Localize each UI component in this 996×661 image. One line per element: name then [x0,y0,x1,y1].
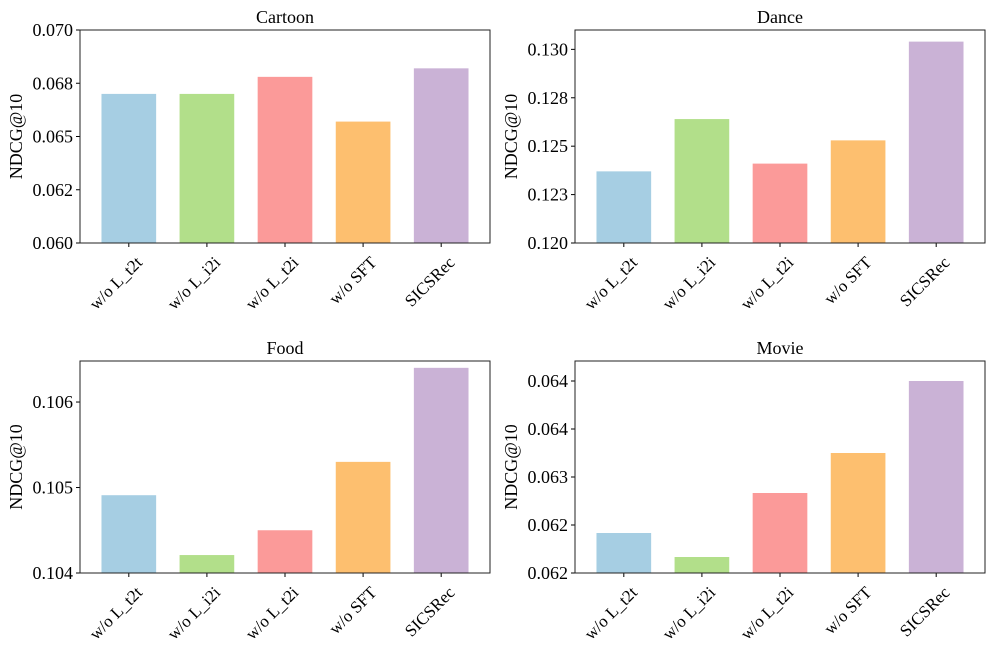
y-tick-label: 0.105 [33,478,74,498]
y-tick-label: 0.128 [528,88,569,108]
y-tick-label: 0.106 [33,392,74,412]
x-tick-label: w/o L_t2i [242,253,303,314]
y-tick-label: 0.064 [528,371,569,391]
axes-frame [574,360,986,574]
x-tick-label: w/o SFT [325,582,381,638]
x-tick-label: w/o L_t2t [86,253,147,314]
x-tick-label: SICSRec [896,583,954,641]
axes-frame [79,360,491,574]
y-tick-label: 0.123 [528,185,569,205]
bar [101,93,157,244]
y-tick-label: 0.063 [528,467,569,487]
y-axis-label: NDCG@10 [6,94,26,180]
x-tick-label: w/o SFT [820,252,876,308]
bar [257,530,313,573]
x-tick-label: w/o SFT [325,252,381,308]
bar [335,461,391,573]
x-tick-label: w/o L_t2i [737,253,798,314]
bar [179,93,235,244]
subplot-title: Food [266,338,303,358]
x-tick-label: SICSRec [401,583,459,641]
y-axis-label: NDCG@10 [501,424,521,510]
y-tick-label: 0.065 [33,127,74,147]
bar [674,557,730,573]
bar [752,163,808,243]
x-tick-label: w/o L_t2t [581,583,642,644]
bar [179,555,235,573]
y-tick-label: 0.060 [33,233,74,253]
subplot-title: Cartoon [256,7,314,27]
bar [908,381,964,573]
y-tick-label: 0.064 [528,419,569,439]
subplot-movie: w/o L_t2t w/o L_i2i w/o L_t2i w/o SFT SICSRe… [501,338,986,644]
x-tick-label: w/o L_i2i [164,583,225,644]
subplot-title: Dance [757,7,803,27]
subplot-title: Movie [757,338,804,358]
y-tick-label: 0.062 [33,180,74,200]
bar [752,493,808,573]
bar [257,76,313,243]
y-tick-label: 0.125 [528,136,569,156]
y-tick-label: 0.120 [528,233,569,253]
x-tick-label: w/o L_t2i [737,583,798,644]
y-tick-label: 0.062 [528,563,569,583]
x-tick-label: w/o L_t2i [242,583,303,644]
bar [413,367,469,573]
bar [830,140,886,243]
y-tick-label: 0.070 [33,20,74,40]
bar [413,68,469,243]
x-tick-label: SICSRec [401,253,459,311]
bar [674,119,730,243]
subplot-food: w/o L_t2t w/o L_i2i w/o L_t2i w/o SFT SICSRe… [6,338,491,644]
subplot-dance: w/o L_t2t w/o L_i2i w/o L_t2i w/o SFT SICSRe… [501,7,986,314]
x-tick-label: w/o L_i2i [659,253,720,314]
y-tick-label: 0.130 [528,39,569,59]
y-tick-label: 0.068 [33,73,74,93]
bar [908,41,964,244]
x-tick-label: w/o L_i2i [164,253,225,314]
bar [335,121,391,243]
y-tick-label: 0.104 [33,563,74,583]
subplot-cartoon: w/o L_t2t w/o L_i2i w/o L_t2i w/o SFT SICSRe… [6,7,491,314]
bar [101,495,157,573]
y-tick-label: 0.062 [528,515,569,535]
bar [596,171,652,243]
x-tick-label: SICSRec [896,253,954,311]
x-tick-label: w/o L_t2t [581,253,642,314]
bar [830,453,886,573]
x-tick-label: w/o L_t2t [86,583,147,644]
y-axis-label: NDCG@10 [6,424,26,510]
bar [596,533,652,573]
axes-frame [79,29,491,244]
x-tick-label: w/o SFT [820,582,876,638]
x-tick-label: w/o L_i2i [659,583,720,644]
y-axis-label: NDCG@10 [501,94,521,180]
axes-frame [574,29,986,244]
